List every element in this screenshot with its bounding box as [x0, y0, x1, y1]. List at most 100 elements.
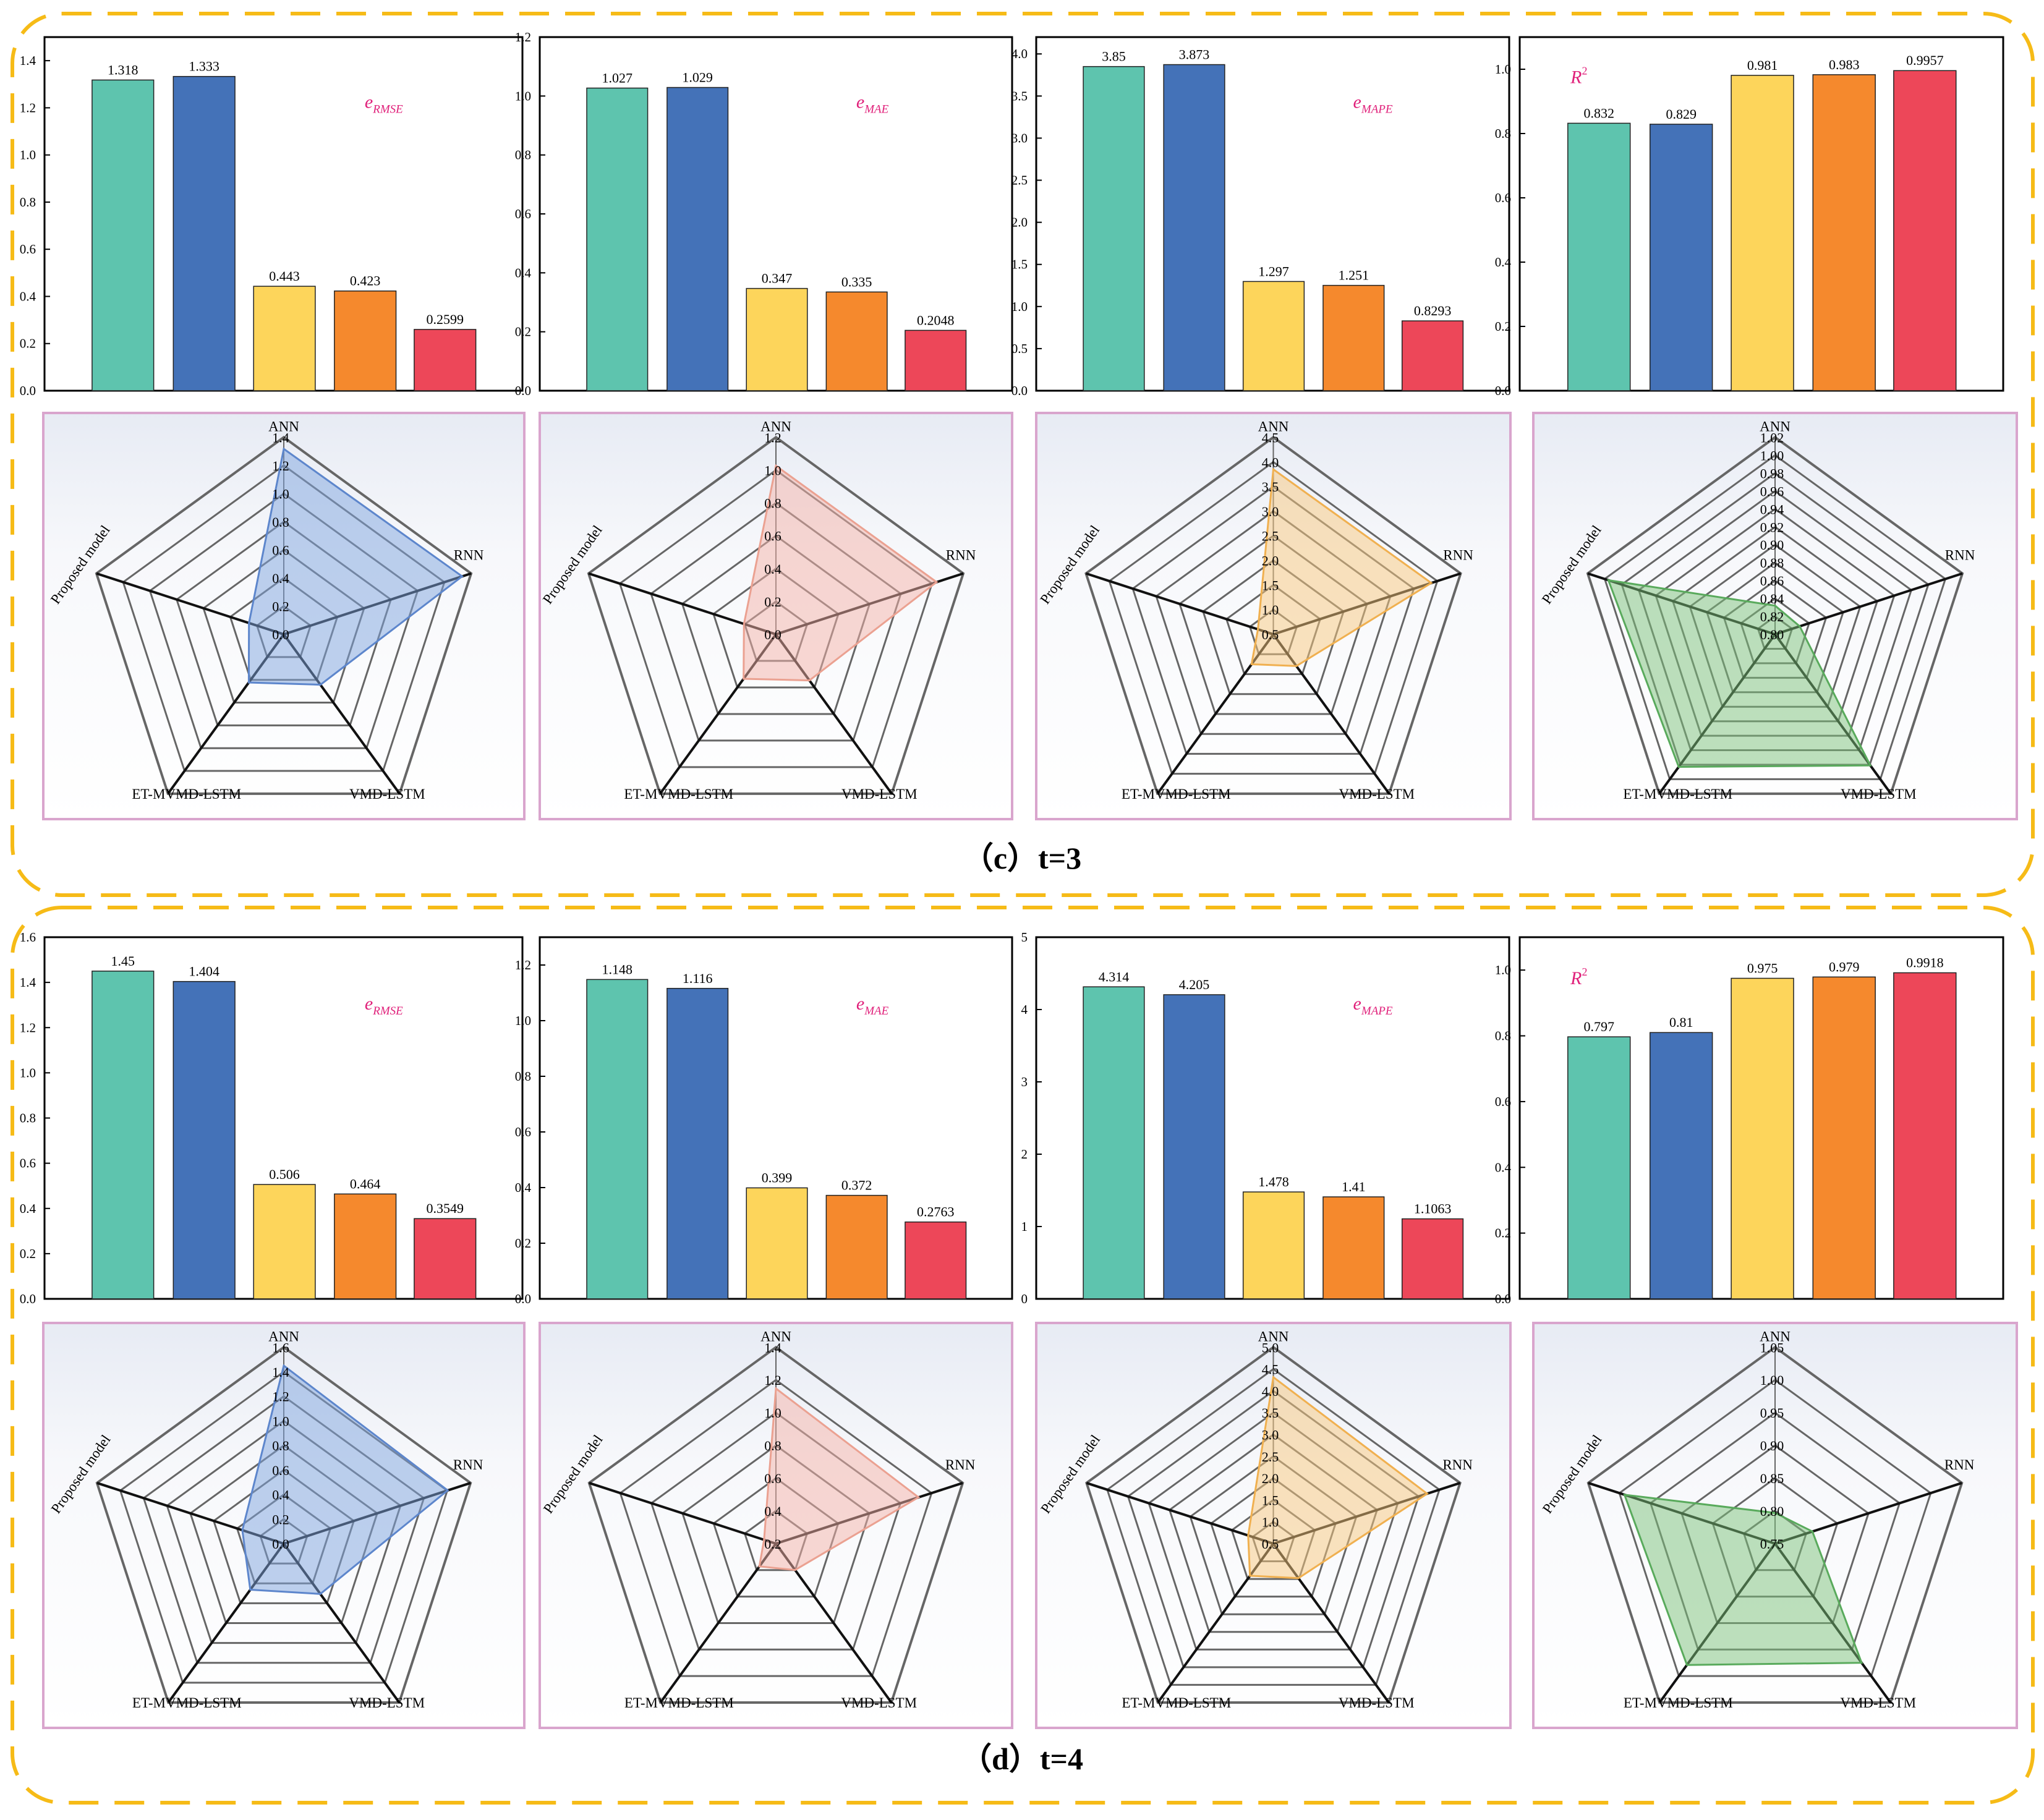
bar-proposed-model: [414, 329, 477, 391]
radar-grid-ring: [1108, 461, 1439, 775]
bar-et-mvmd-lstm: [334, 1193, 397, 1299]
y-tick-label: 0.8: [515, 1069, 531, 1084]
radar-axis-label-et-mvmd-lstm: ET-MVMD-LSTM: [1624, 1695, 1733, 1711]
metric-subscript: MAPE: [1361, 1005, 1393, 1018]
y-tick-label: 3.5: [1011, 88, 1028, 103]
radar-tick-label: 0.84: [1760, 591, 1784, 606]
radar-tick-label: 0.6: [272, 543, 289, 558]
radar-axis-label-ann: ANN: [1760, 419, 1791, 434]
y-tick-label: 1.2: [20, 100, 36, 115]
radar-tick-label: 1.4: [272, 430, 289, 445]
bar-proposed-model: [1401, 320, 1464, 391]
bar-value-label: 0.399: [762, 1170, 793, 1185]
radar-tick-label: 2.5: [1262, 529, 1279, 544]
radar-tick-label: 1.02: [1760, 430, 1784, 445]
radar-tick-label: 0.8: [272, 514, 289, 530]
radar-axis-label-et-mvmd-lstm: ET-MVMD-LSTM: [624, 786, 733, 802]
bar-value-label: 0.829: [1666, 106, 1697, 122]
radar-axis-label-et-mvmd-lstm: ET-MVMD-LSTM: [132, 1695, 242, 1711]
bar-et-mvmd-lstm: [825, 1194, 888, 1299]
bar-vmd-lstm: [1731, 75, 1794, 391]
group-caption: （d）t=4: [961, 1741, 1083, 1776]
radar-tick-label: 2.0: [1262, 553, 1279, 569]
y-tick-label: 0.2: [20, 336, 36, 351]
bar-et-mvmd-lstm: [1322, 1196, 1385, 1299]
radar-tick-label: 1.05: [1760, 1340, 1784, 1355]
metric-symbol: e: [1353, 91, 1361, 112]
radar-tick-label: 0.4: [272, 1487, 289, 1503]
radar-tick-label: 1.0: [272, 486, 289, 501]
radar-axis-label-ann: ANN: [1258, 419, 1289, 434]
metric-symbol: e: [365, 993, 373, 1014]
y-tick-label: 0.6: [20, 242, 36, 257]
chart-r2: 0.0 0.2 0.4 0.6 0.8 1.0 0.797 0.81 0.975 0.979 0.9…: [1495, 936, 2018, 1729]
radar-tick-label: 0.5: [1262, 1536, 1279, 1552]
radar-tick-label: 0.92: [1760, 519, 1784, 535]
bar-value-label: 4.314: [1099, 969, 1130, 984]
bar-chart: 0.0 0.2 0.4 0.6 0.8 1.0 0.832 0.829 0.981 0.983 0.…: [1495, 36, 2004, 398]
bar-ann: [1567, 1036, 1631, 1299]
bar-chart: 0.0 0.2 0.4 0.6 0.8 1.0 1.2 1.027 1.029 0.347 0.33…: [515, 30, 1013, 398]
bar-value-label: 0.832: [1583, 105, 1614, 121]
metric-subscript: MAE: [864, 1005, 888, 1018]
radar-tick-label: 0.4: [272, 571, 289, 586]
y-tick-label: 1.2: [515, 958, 531, 972]
bar-chart: 0 1 2 3 4 5 4.314 4.205 1.478 1.41 1.1063 eMAPE: [1021, 930, 1510, 1306]
y-tick-label: 1.5: [1011, 257, 1028, 272]
radar-grid-ring: [1586, 1345, 1964, 1704]
radar-axis-label-et-mvmd-lstm: ET-MVMD-LSTM: [1122, 786, 1231, 802]
radar-tick-label: 0.0: [272, 1536, 289, 1552]
bar-value-label: 1.478: [1258, 1174, 1289, 1189]
bar-value-label: 4.205: [1179, 977, 1210, 992]
bar-ann: [586, 979, 649, 1299]
radar-tick-label: 0.2: [764, 1536, 781, 1552]
y-tick-label: 0.4: [515, 1180, 532, 1195]
bar-value-label: 0.443: [269, 268, 300, 284]
y-tick-label: 0.0: [20, 1291, 36, 1306]
radar-axis-label-vmd-lstm: VMD-LSTM: [1339, 1695, 1415, 1711]
bar-ann: [1083, 66, 1145, 391]
radar-data-area: [241, 1364, 449, 1595]
bar-ann: [1083, 986, 1145, 1299]
bar-value-label: 0.372: [841, 1178, 872, 1193]
radar-tick-label: 2.5: [1262, 1449, 1279, 1465]
metric-title: eRMSE: [365, 91, 403, 116]
bar-value-label: 1.148: [602, 961, 633, 977]
radar-axis-label-vmd-lstm: VMD-LSTM: [841, 786, 918, 802]
radar-tick-label: 1.5: [1262, 1492, 1279, 1508]
bar-value-label: 0.347: [762, 271, 793, 286]
bar-ann: [586, 87, 649, 391]
y-tick-label: 4.0: [1011, 46, 1028, 61]
radar-tick-label: 1.00: [1760, 448, 1784, 463]
radar-axis-label-ann: ANN: [268, 1329, 299, 1344]
bar-value-label: 1.1063: [1414, 1201, 1452, 1217]
metric-subscript: RMSE: [372, 1005, 403, 1018]
radar-tick-label: 5.0: [1262, 1340, 1279, 1355]
y-tick-label: 0.8: [1495, 126, 1511, 141]
radar-axis-label-vmd-lstm: VMD-LSTM: [349, 786, 425, 802]
bar-et-mvmd-lstm: [1812, 976, 1876, 1299]
y-tick-label: 0.6: [515, 1125, 531, 1139]
radar-grid-ring: [95, 435, 473, 795]
radar-axis-label-vmd-lstm: VMD-LSTM: [349, 1695, 425, 1711]
radar-tick-label: 0.94: [1760, 501, 1784, 517]
radar-tick-label: 1.2: [272, 1389, 289, 1405]
bar-value-label: 0.2599: [427, 312, 464, 327]
radar-tick-label: 1.4: [272, 1364, 289, 1380]
bar-ann: [92, 971, 155, 1299]
metric-title: eMAE: [856, 993, 889, 1018]
y-tick-label: 2: [1021, 1147, 1028, 1162]
y-tick-label: 0.8: [20, 1111, 36, 1126]
radar-tick-label: 0.6: [764, 529, 781, 544]
y-tick-label: 1.0: [515, 88, 531, 103]
bar-value-label: 0.797: [1583, 1019, 1614, 1034]
y-tick-label: 1.6: [20, 930, 36, 945]
y-tick-label: 1.2: [515, 30, 531, 45]
metric-title: eRMSE: [365, 993, 403, 1018]
radar-tick-label: 0.88: [1760, 555, 1784, 571]
y-tick-label: 5: [1021, 930, 1028, 945]
radar-tick-label: 1.5: [1262, 577, 1279, 593]
